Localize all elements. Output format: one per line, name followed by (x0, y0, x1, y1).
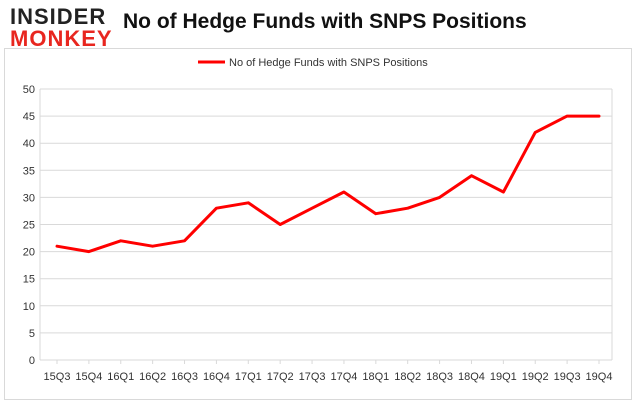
x-tick-label: 17Q3 (299, 371, 326, 383)
y-tick-label: 30 (23, 192, 35, 204)
x-tick-label: 15Q4 (75, 371, 102, 383)
series-line (55, 114, 601, 254)
y-tick-label: 25 (23, 220, 35, 232)
x-tick-label: 16Q3 (171, 371, 198, 383)
y-tick-label: 0 (29, 355, 35, 367)
x-tick-label: 19Q2 (522, 371, 549, 383)
y-tick-label: 50 (23, 84, 35, 96)
x-tick-label: 16Q2 (139, 371, 166, 383)
logo-bottom-text: MONKEY (10, 26, 113, 51)
x-tick-label: 19Q1 (490, 371, 517, 383)
legend-label: No of Hedge Funds with SNPS Positions (229, 57, 428, 69)
y-tick-label: 10 (23, 301, 35, 313)
x-tick-label: 15Q3 (44, 371, 71, 383)
x-tick-label: 17Q1 (235, 371, 262, 383)
logo-top-text: INSIDER (10, 4, 107, 29)
y-tick-label: 45 (23, 111, 35, 123)
x-tick-label: 16Q4 (203, 371, 230, 383)
x-tick-label: 17Q4 (330, 371, 357, 383)
y-tick-label: 15 (23, 274, 35, 286)
y-tick-label: 20 (23, 247, 35, 259)
x-tick-label: 19Q3 (554, 371, 581, 383)
x-tick-label: 18Q2 (394, 371, 421, 383)
chart-frame (4, 48, 632, 400)
x-tick-label: 17Q2 (267, 371, 294, 383)
x-tick-label: 18Q3 (426, 371, 453, 383)
chart-title: No of Hedge Funds with SNPS Positions (123, 10, 527, 33)
y-tick-label: 40 (23, 138, 35, 150)
x-tick-label: 19Q4 (586, 371, 613, 383)
x-tick-label: 18Q1 (362, 371, 389, 383)
y-tick-label: 5 (29, 328, 35, 340)
y-tick-label: 35 (23, 165, 35, 177)
x-tick-label: 16Q1 (107, 371, 134, 383)
insider-monkey-logo: INSIDER MONKEY (10, 6, 120, 50)
x-tick-label: 18Q4 (458, 371, 485, 383)
